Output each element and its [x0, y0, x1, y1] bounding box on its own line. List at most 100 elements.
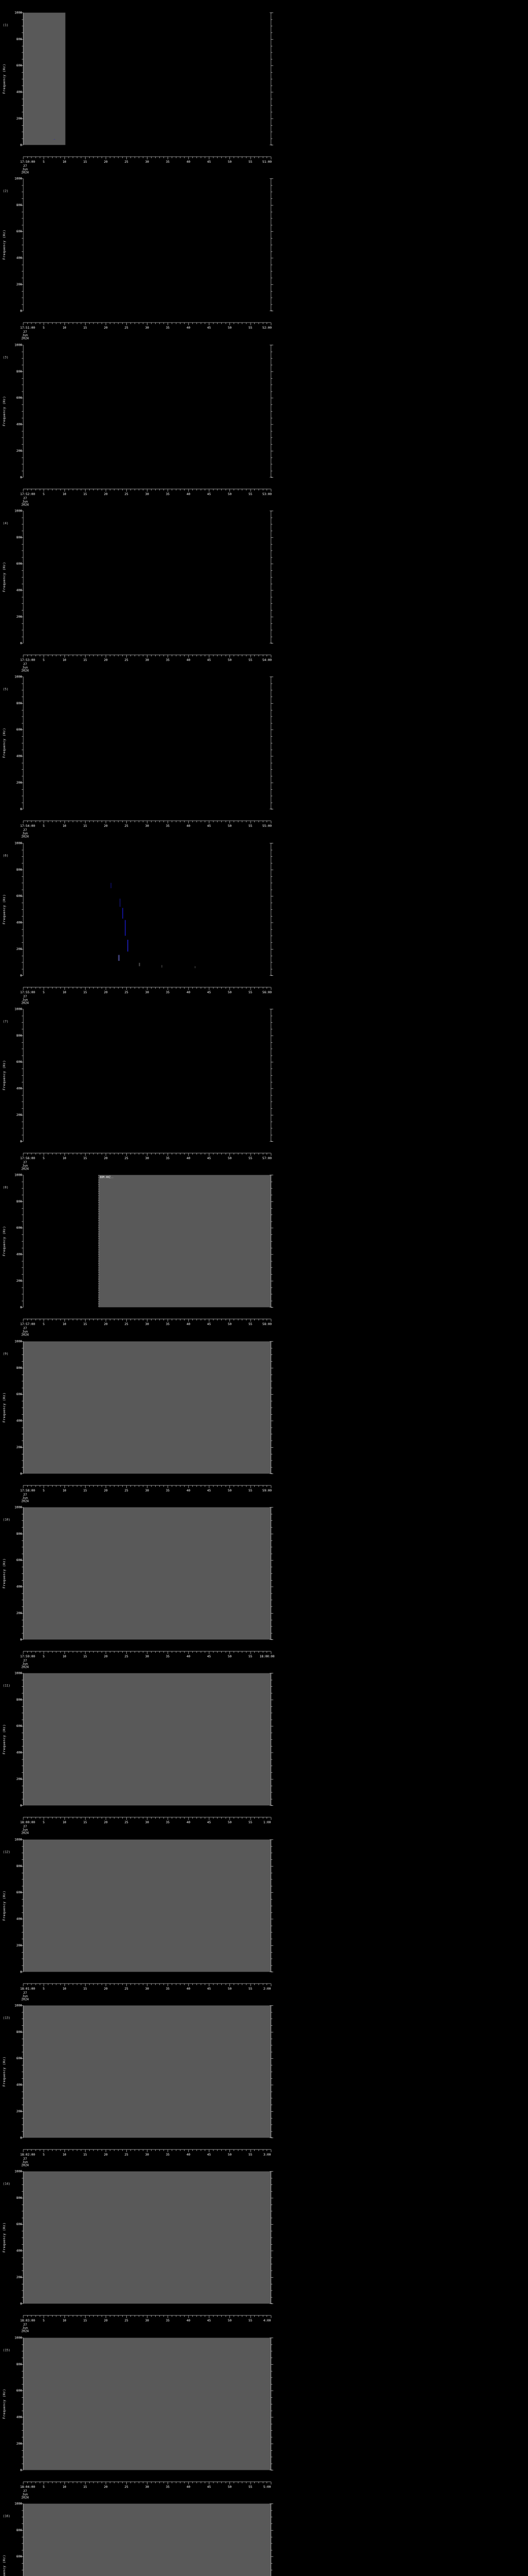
x-tick-mark [192, 1983, 193, 1985]
plot-area[interactable] [23, 1507, 271, 1640]
x-tick-mark [221, 655, 222, 657]
x-tick-mark [234, 821, 235, 823]
x-tick-mark [126, 821, 127, 824]
y-tick-label-group: 02004006008001000 [6, 1007, 22, 1143]
x-tick-label-end: 1:00 [263, 1820, 271, 1824]
y-tick-mark [22, 2078, 23, 2079]
y-tick-mark [22, 2410, 23, 2411]
y-tick-mark [21, 2556, 23, 2557]
x-tick-mark [89, 1983, 90, 1985]
plot-area[interactable] [23, 511, 271, 643]
x-tick-label-start: 18:04:00 [20, 2484, 36, 2489]
no-data-region [23, 2005, 271, 2138]
spectrogram-panel[interactable]: (10)Frequency (Hz)0200400600800100017:59… [0, 1495, 528, 1669]
x-tick-mark [234, 987, 235, 989]
plot-area[interactable] [23, 345, 271, 477]
x-tick-label: 35 [166, 658, 170, 662]
spectrogram-panel[interactable]: (12)Frequency (Hz)0200400600800100018:01… [0, 1827, 528, 2001]
x-tick-mark [221, 489, 222, 490]
plot-area[interactable]: BDM.HHZ.. [23, 1175, 271, 1308]
x-tick-mark [246, 2149, 247, 2151]
y-tick-mark [271, 2111, 274, 2112]
spectrogram-panel[interactable]: (2)Frequency (Hz)0200400600800100017:51:… [0, 166, 528, 340]
panel-index-label: (1) [3, 23, 9, 27]
y-tick-mark [22, 1427, 23, 1428]
spectrogram-panel[interactable]: (9)Frequency (Hz)0200400600800100017:58:… [0, 1329, 528, 1502]
y-tick-mark [22, 404, 23, 405]
plot-area[interactable] [23, 2503, 271, 2576]
y-tick-mark [21, 1473, 23, 1474]
x-tick-mark [130, 323, 131, 325]
x-tick-mark [52, 1817, 53, 1819]
date-stack-label: 27 Jun 2024 [19, 2489, 31, 2499]
y-tick-mark [271, 2297, 273, 2298]
spectrogram-panel[interactable]: (6)Frequency (Hz)0200400600800100017:55:… [0, 831, 528, 1004]
x-tick-label: 45 [207, 1654, 211, 1658]
date-stack-line: 2024 [21, 1333, 29, 1337]
panel-index-label: (16) [3, 2514, 10, 2518]
x-tick-mark [238, 987, 239, 989]
x-tick-mark [31, 1319, 32, 1321]
y-tick-mark [271, 2377, 273, 2378]
y-tick-label: 400 [16, 90, 22, 94]
x-tick-mark [192, 1817, 193, 1819]
y-tick-mark [271, 789, 273, 790]
plot-area[interactable] [23, 677, 271, 809]
spectrogram-panel[interactable]: (14)Frequency (Hz)0200400600800100018:03… [0, 2159, 528, 2333]
y-tick-label: 600 [16, 2388, 22, 2393]
y-tick-mark [271, 1540, 273, 1541]
spectrogram-panel[interactable]: (1)Frequency (Hz)0200400600800100017:50:… [0, 0, 528, 174]
plot-area[interactable] [23, 12, 271, 145]
x-tick-mark [163, 1153, 164, 1155]
y-tick-label: 1000 [14, 1671, 22, 1675]
plot-area[interactable] [23, 1673, 271, 1806]
spectrogram-panel[interactable]: (3)Frequency (Hz)0200400600800100017:52:… [0, 332, 528, 506]
x-tick-mark [130, 1319, 131, 1321]
y-tick-mark [271, 736, 273, 737]
x-tick-mark [163, 2149, 164, 2151]
plot-area[interactable] [23, 2005, 271, 2138]
x-tick-label-group: 18:03:00 5 10 15 20 25 30 35 40 45 50 55 4:00 [0, 2319, 289, 2324]
y-tick-label: 600 [16, 1226, 22, 1230]
y-tick-label: 400 [16, 2415, 22, 2419]
date-stack-line: 27 [23, 828, 27, 832]
x-tick-label: 35 [166, 2484, 170, 2489]
plot-area[interactable] [23, 179, 271, 311]
y-axis-label: Frequency (Hz) [2, 63, 6, 94]
y-axis-left [21, 2337, 24, 2470]
plot-area[interactable] [23, 1341, 271, 1474]
y-tick-mark [271, 238, 273, 239]
x-tick-mark [97, 2315, 98, 2317]
x-tick-mark [23, 157, 24, 160]
x-tick-label-group: 18:00:00 5 10 15 20 25 30 35 40 45 50 55 1:00 [0, 1821, 289, 1825]
x-tick-label-start: 17:51:00 [20, 326, 36, 330]
y-tick-mark [21, 118, 23, 119]
plot-area[interactable] [23, 2171, 271, 2304]
plot-area[interactable] [23, 2337, 271, 2470]
spectrogram-panel[interactable]: (15)Frequency (Hz)0200400600800100018:04… [0, 2325, 528, 2499]
y-tick-mark [22, 417, 23, 418]
spectrogram-panel[interactable]: (16)Frequency (Hz)0200400600800100018:05… [0, 2491, 528, 2576]
x-tick-mark [23, 323, 24, 326]
spectrogram-panel[interactable]: (13)Frequency (Hz)0200400600800100018:02… [0, 1993, 528, 2167]
x-tick-label: 5 [43, 1156, 45, 1160]
x-tick-label: 55 [248, 990, 253, 994]
x-tick-mark [52, 2481, 53, 2483]
x-tick-label: 40 [186, 492, 190, 496]
x-tick-mark [60, 2481, 61, 2483]
x-tick-label-end: 58:00 [262, 1322, 272, 1326]
spectrogram-panel[interactable]: (7)Frequency (Hz)0200400600800100017:56:… [0, 996, 528, 1171]
spectrogram-panel[interactable]: (8)Frequency (Hz)BDM.HHZ..02004006008001… [0, 1162, 528, 1336]
y-tick-label: 600 [16, 728, 22, 732]
plot-area[interactable] [23, 843, 271, 975]
x-tick-mark [225, 821, 226, 823]
spectrogram-panel[interactable]: (11)Frequency (Hz)0200400600800100018:00… [0, 1660, 528, 1835]
plot-area[interactable] [23, 1839, 271, 1972]
spectrogram-panel[interactable]: (5)Frequency (Hz)0200400600800100017:54:… [0, 664, 528, 838]
spectrogram-panel[interactable]: (4)Frequency (Hz)0200400600800100017:53:… [0, 498, 528, 672]
plot-area[interactable] [23, 1009, 271, 1142]
x-tick-mark [221, 987, 222, 989]
x-tick-mark [238, 1983, 239, 1985]
x-tick-label: 55 [248, 1156, 253, 1160]
y-tick-mark [271, 623, 273, 624]
